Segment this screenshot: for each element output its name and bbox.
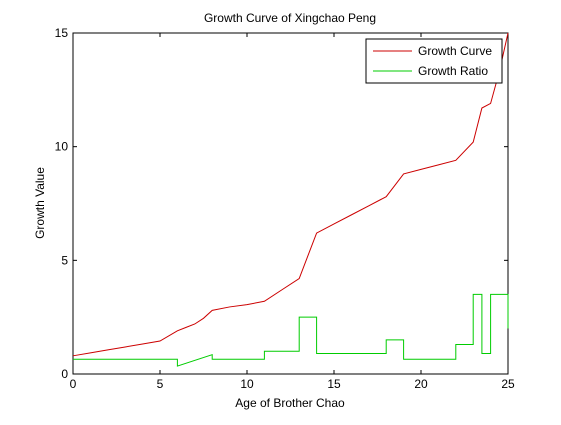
series-line-growth-curve (72, 32, 509, 357)
series-layer (72, 32, 509, 367)
y-axis: 0 5 10 15 (55, 26, 508, 381)
plot-area (72, 32, 509, 375)
y-tick-label: 0 (61, 367, 68, 381)
x-tick-label: 0 (70, 377, 77, 391)
legend-label-growth-curve: Growth Curve (418, 44, 492, 58)
x-tick-label: 20 (414, 377, 428, 391)
x-axis: 0 5 10 15 20 25 (70, 33, 515, 391)
legend: Growth Curve Growth Ratio (365, 38, 503, 84)
x-tick-label: 25 (501, 377, 515, 391)
series-line-growth-ratio (73, 293, 509, 367)
y-axis-label: Growth Value (33, 167, 47, 239)
y-tick-label: 15 (55, 26, 69, 40)
legend-label-growth-ratio: Growth Ratio (418, 64, 488, 78)
legend-box (365, 38, 503, 84)
x-axis-label: Age of Brother Chao (235, 396, 345, 410)
y-tick-label: 5 (61, 253, 68, 267)
chart-title: Growth Curve of Xingchao Peng (204, 11, 376, 25)
x-tick-label: 5 (157, 377, 164, 391)
y-tick-label: 10 (55, 140, 69, 154)
x-tick-label: 15 (327, 377, 341, 391)
x-tick-label: 10 (240, 377, 254, 391)
